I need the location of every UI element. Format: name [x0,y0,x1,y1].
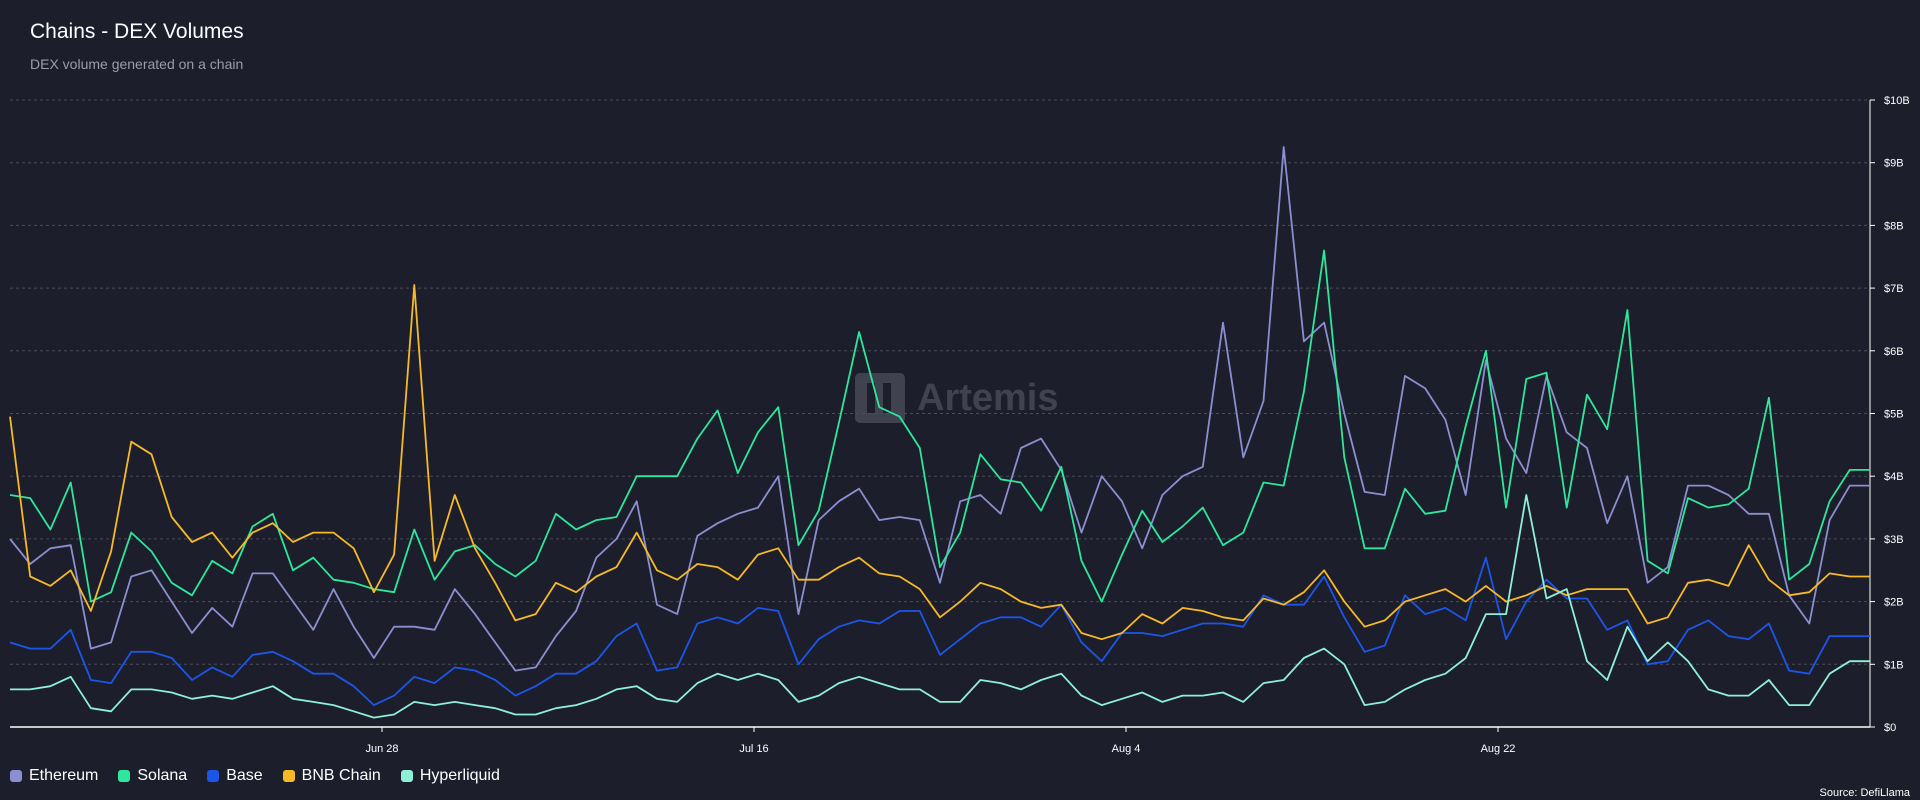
legend-label: Base [226,767,263,784]
legend-item-solana[interactable]: Solana [118,767,187,785]
legend-label: Ethereum [29,767,99,784]
watermark-text: Artemis [917,376,1059,419]
legend-item-bnb-chain[interactable]: BNB Chain [282,767,381,785]
y-tick-label: $3B [1884,534,1904,546]
y-tick-label: $0 [1884,722,1896,734]
y-tick-label: $2B [1884,597,1904,609]
legend-label: Hyperliquid [419,767,500,784]
y-tick-label: $7B [1884,283,1904,295]
x-tick-label: Jun 28 [365,743,398,755]
legend-swatch [400,770,413,782]
y-axis: $0 $1B $2B $3B $4B $5B $6B $7B $8B $9B $10B [1869,95,1910,734]
y-tick-label: $4B [1884,471,1904,483]
chart-title: Chains - DEX Volumes [30,20,244,43]
source-note: Source: DefiLlama [1819,787,1911,799]
series-line-hyperliquid [10,494,1870,719]
dex-volume-chart: $0 $1B $2B $3B $4B $5B $6B $7B $8B $9B $10B Jun 28… [9,95,1910,755]
y-tick-label: $5B [1884,409,1904,421]
x-axis: Jun 28 Jul 16 Aug 4 Aug 22 [10,726,1870,755]
legend-swatch [118,770,131,782]
legend-item-base[interactable]: Base [207,767,263,785]
chart-legend[interactable]: Ethereum Solana Base BNB Chain Hyperliquid [10,767,500,785]
y-tick-label: $9B [1884,158,1904,170]
legend-item-hyperliquid[interactable]: Hyperliquid [400,767,500,785]
y-tick-label: $8B [1884,220,1904,232]
x-tick-label: Aug 22 [1481,743,1516,755]
series-line-solana [9,249,1870,603]
y-tick-label: $1B [1884,659,1904,671]
legend-swatch [282,770,295,782]
legend-swatch [10,770,22,782]
legend-label: Solana [137,767,188,784]
x-tick-label: Aug 4 [1112,743,1141,755]
chart-subtitle: DEX volume generated on a chain [30,56,244,72]
legend-swatch [207,770,220,782]
legend-label: BNB Chain [301,767,381,784]
y-tick-label: $10B [1884,95,1910,107]
x-tick-label: Jul 16 [739,743,768,755]
y-tick-label: $6B [1884,346,1904,358]
series-lines [9,146,1870,719]
legend-item-ethereum[interactable]: Ethereum [10,767,98,785]
series-line-ethereum [9,146,1870,672]
